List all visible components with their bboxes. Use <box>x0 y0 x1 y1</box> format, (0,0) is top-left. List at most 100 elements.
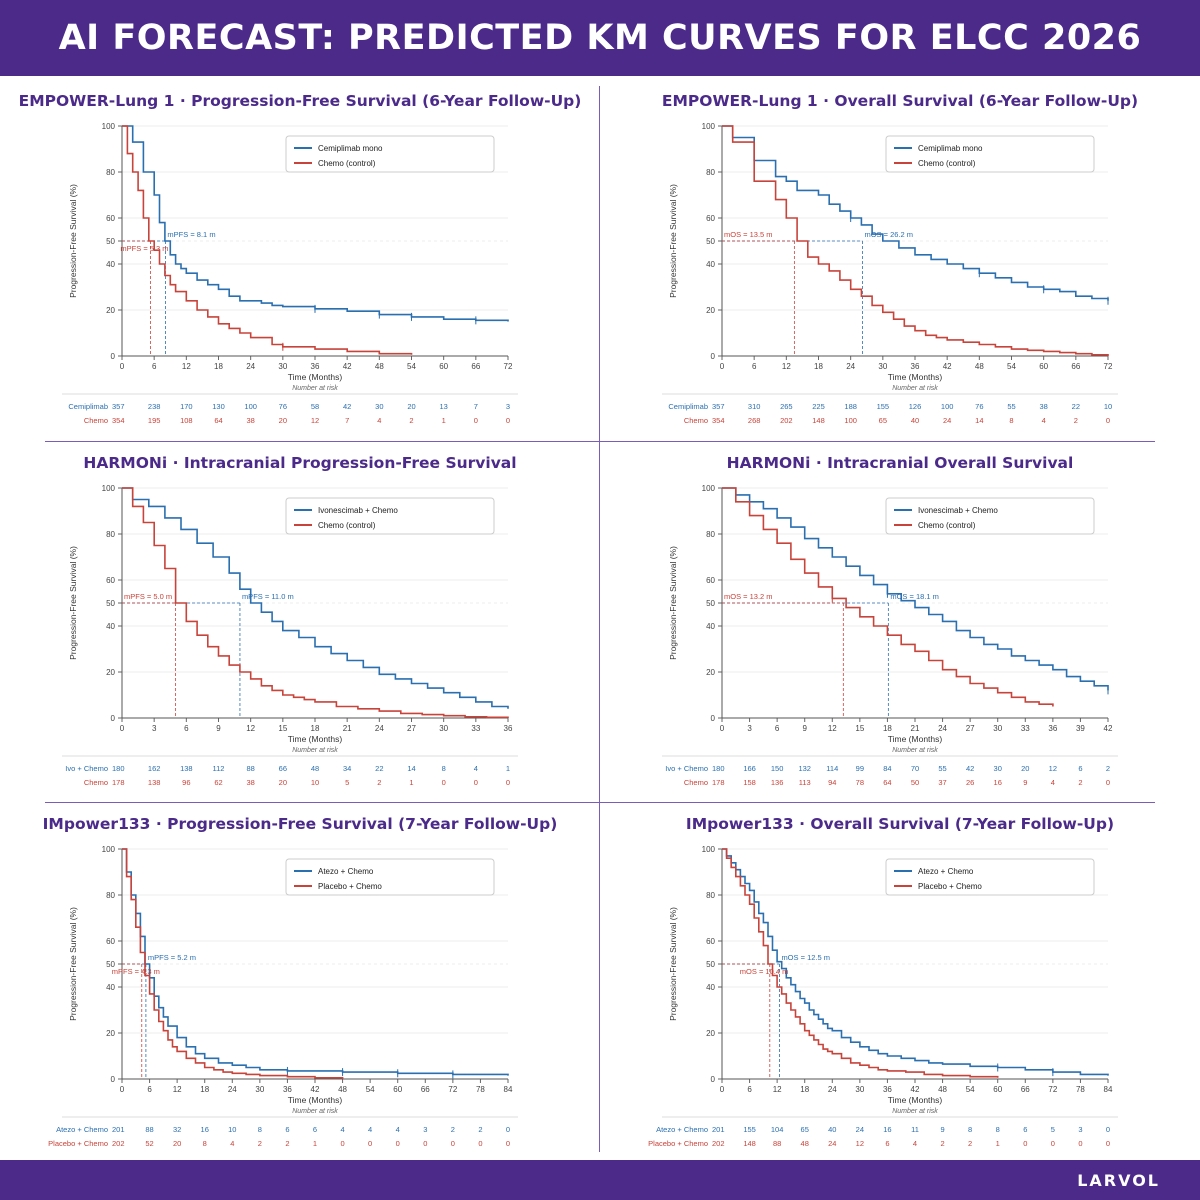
risk-count: 6 <box>313 1125 317 1134</box>
risk-count: 357 <box>712 402 725 411</box>
x-tick-label: 18 <box>814 362 823 371</box>
risk-count: 155 <box>743 1125 756 1134</box>
x-tick-label: 36 <box>504 724 513 733</box>
risk-count: 26 <box>966 778 974 787</box>
risk-count: 188 <box>844 402 857 411</box>
y-tick-label: 40 <box>706 983 715 992</box>
risk-count: 0 <box>442 778 446 787</box>
y-tick-label: 100 <box>702 484 716 493</box>
risk-count: 55 <box>1007 402 1015 411</box>
risk-count: 201 <box>712 1125 725 1134</box>
risk-table-title: Number at risk <box>292 747 338 754</box>
risk-count: 88 <box>773 1139 781 1148</box>
risk-count: 0 <box>1051 1139 1055 1148</box>
chart-title: HARMONi · Intracranial Overall Survival <box>726 454 1074 472</box>
median-label: mOS = 13.5 m <box>724 230 773 239</box>
km-curve <box>722 125 1109 301</box>
risk-count: 268 <box>748 416 761 425</box>
risk-row-label: Cemiplimab <box>68 402 108 411</box>
risk-count: 9 <box>940 1125 944 1134</box>
x-tick-label: 12 <box>773 1085 782 1094</box>
x-tick-label: 33 <box>1021 724 1030 733</box>
risk-count: 10 <box>1104 402 1112 411</box>
y-tick-label: 80 <box>706 530 715 539</box>
legend-box <box>885 497 1095 535</box>
risk-count: 178 <box>112 778 125 787</box>
risk-count: 10 <box>311 778 319 787</box>
x-tick-label: 24 <box>828 1085 837 1094</box>
x-tick-label: 30 <box>439 724 448 733</box>
x-tick-label: 36 <box>1048 724 1057 733</box>
chart-panel-impower-pfs: IMpower133 · Progression-Free Survival (… <box>0 803 600 1163</box>
median-label: mPFS = 5.0 m <box>124 592 172 601</box>
x-tick-label: 42 <box>1104 724 1113 733</box>
x-tick-label: 24 <box>246 362 255 371</box>
x-tick-label: 27 <box>966 724 975 733</box>
chart-title: EMPOWER-Lung 1 · Overall Survival (6-Yea… <box>661 92 1139 110</box>
legend-label: Ivonescimab + Chemo <box>318 506 398 515</box>
risk-count: 126 <box>909 402 922 411</box>
y-tick-label: 50 <box>106 237 115 246</box>
median-label: mPFS = 5.3 m <box>120 244 168 253</box>
risk-count: 0 <box>1023 1139 1027 1148</box>
y-tick-label: 50 <box>706 960 715 969</box>
risk-count: 170 <box>180 402 193 411</box>
legend-label: Placebo + Chemo <box>918 882 982 891</box>
y-tick-label: 80 <box>106 168 115 177</box>
y-axis-label: Progression-Free Survival (%) <box>668 907 678 1021</box>
risk-count: 108 <box>180 416 193 425</box>
risk-count: 357 <box>112 402 125 411</box>
risk-count: 2 <box>940 1139 944 1148</box>
y-tick-label: 100 <box>102 845 116 854</box>
y-tick-label: 60 <box>106 576 115 585</box>
chart-panel-impower-os: IMpower133 · Overall Survival (7-Year Fo… <box>600 803 1200 1163</box>
risk-count: 10 <box>228 1125 236 1134</box>
risk-count: 354 <box>712 416 725 425</box>
legend-label: Chemo (control) <box>318 521 376 530</box>
x-tick-label: 15 <box>855 724 864 733</box>
y-tick-label: 0 <box>111 1075 116 1084</box>
legend-box <box>285 497 495 535</box>
x-tick-label: 42 <box>943 362 952 371</box>
risk-count: 114 <box>826 764 838 773</box>
x-tick-label: 30 <box>878 362 887 371</box>
risk-count: 24 <box>943 416 951 425</box>
y-tick-label: 80 <box>106 891 115 900</box>
risk-count: 6 <box>885 1139 889 1148</box>
risk-count: 2 <box>258 1139 262 1148</box>
risk-count: 100 <box>244 402 257 411</box>
risk-count: 16 <box>994 778 1002 787</box>
risk-count: 148 <box>743 1139 756 1148</box>
risk-count: 58 <box>311 402 319 411</box>
y-tick-label: 20 <box>706 306 715 315</box>
y-tick-label: 40 <box>106 622 115 631</box>
risk-count: 94 <box>828 778 836 787</box>
risk-count: 65 <box>801 1125 809 1134</box>
y-tick-label: 40 <box>106 260 115 269</box>
km-curve <box>722 125 1109 356</box>
risk-row-label: Ivo + Chemo <box>665 764 708 773</box>
footer-bar: LARVOL <box>0 1160 1200 1200</box>
x-tick-label: 18 <box>214 362 223 371</box>
x-tick-label: 27 <box>407 724 416 733</box>
risk-count: 52 <box>145 1139 153 1148</box>
x-tick-label: 0 <box>720 724 725 733</box>
risk-count: 22 <box>1072 402 1080 411</box>
risk-count: 8 <box>968 1125 972 1134</box>
x-axis-label: Time (Months) <box>888 372 943 382</box>
risk-count: 0 <box>478 1139 482 1148</box>
risk-count: 78 <box>856 778 864 787</box>
median-label: mPFS = 8.1 m <box>167 230 215 239</box>
risk-count: 20 <box>173 1139 181 1148</box>
horizontal-divider-bottom <box>45 802 1155 803</box>
risk-table-title: Number at risk <box>892 747 938 754</box>
x-tick-label: 42 <box>311 1085 320 1094</box>
median-label: mOS = 13.2 m <box>724 592 773 601</box>
risk-count: 4 <box>230 1139 234 1148</box>
risk-count: 16 <box>883 1125 891 1134</box>
x-tick-label: 21 <box>911 724 920 733</box>
y-tick-label: 20 <box>106 1029 115 1038</box>
y-axis-label: Progression-Free Survival (%) <box>68 907 78 1021</box>
